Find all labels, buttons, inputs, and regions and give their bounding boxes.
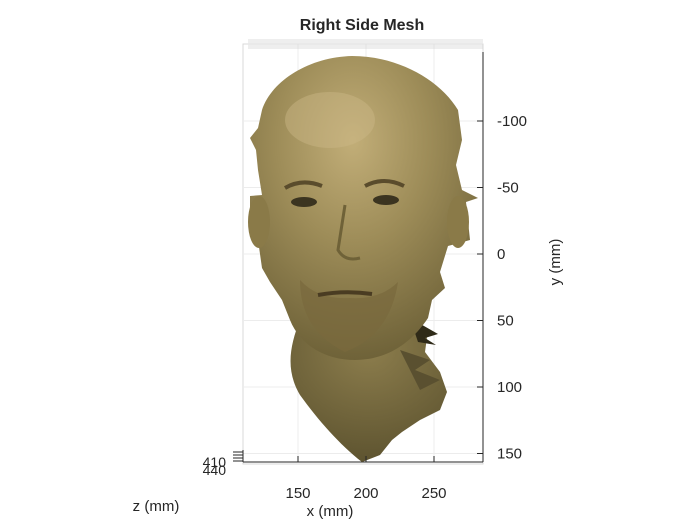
chart-title: Right Side Mesh bbox=[300, 17, 424, 34]
top-edge-lines bbox=[248, 39, 483, 49]
head-region bbox=[250, 56, 478, 360]
forehead-highlight bbox=[285, 92, 375, 148]
right-eye bbox=[373, 195, 399, 205]
y-tick-label: 150 bbox=[497, 446, 522, 463]
head-mesh-surface bbox=[248, 56, 478, 462]
z-tick-label: 410 bbox=[203, 454, 227, 470]
mouth bbox=[317, 290, 373, 297]
left-ear bbox=[248, 196, 270, 248]
y-tick-label: 0 bbox=[497, 246, 505, 263]
y-tick-label: -100 bbox=[497, 113, 527, 130]
y-tick-label: 100 bbox=[497, 379, 522, 396]
z-axis-label: z (mm) bbox=[133, 498, 180, 515]
nose bbox=[336, 204, 361, 261]
mesh-fragment bbox=[400, 350, 440, 390]
x-tick-label: 250 bbox=[421, 485, 446, 502]
y-tick-label: 50 bbox=[497, 313, 514, 330]
x-axis-ticks: 150 200 250 bbox=[285, 456, 447, 502]
z-axis-ticks: 410 440 bbox=[203, 451, 243, 478]
z-tick-label: 440 bbox=[203, 462, 227, 478]
y-tick-label: -50 bbox=[497, 180, 519, 197]
x-tick-label: 200 bbox=[353, 485, 378, 502]
y-axis-label: y (mm) bbox=[547, 239, 564, 286]
x-tick-label: 150 bbox=[285, 485, 310, 502]
right-eyebrow bbox=[364, 179, 405, 188]
left-eye bbox=[291, 197, 317, 207]
y-axis-ticks: -100 -50 0 50 100 150 bbox=[477, 113, 527, 463]
beard bbox=[300, 280, 398, 352]
x-axis-label: x (mm) bbox=[307, 503, 354, 520]
left-eyebrow bbox=[283, 180, 323, 190]
right-ear bbox=[447, 196, 469, 248]
